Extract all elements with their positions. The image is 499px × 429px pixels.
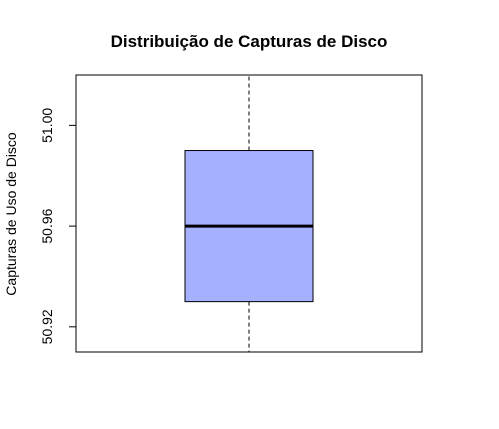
y-axis-label: Capturas de Uso de Disco	[3, 132, 19, 296]
y-tick-label: 51.00	[39, 108, 55, 143]
y-tick-label: 50.96	[39, 208, 55, 243]
box-group	[184, 75, 314, 352]
y-tick-label: 50.92	[39, 309, 55, 344]
y-axis: 50.92 50.96 51.00	[39, 108, 76, 344]
chart-title: Distribuição de Capturas de Disco	[111, 32, 388, 51]
